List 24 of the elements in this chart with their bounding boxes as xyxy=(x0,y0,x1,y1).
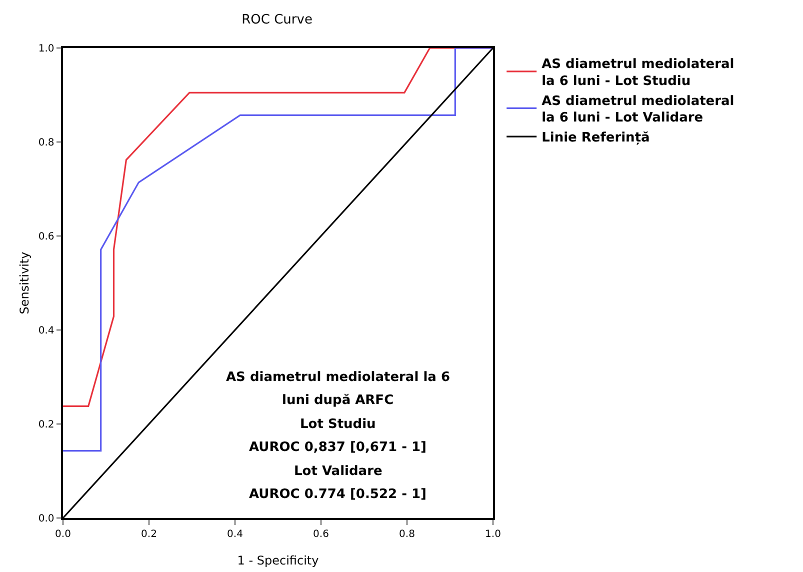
y-tick-label: 0.8 xyxy=(38,138,54,148)
annotation: luni după ARFC xyxy=(282,393,394,408)
x-axis-title: 1 - Specificity xyxy=(237,554,319,568)
annotation: Lot Validare xyxy=(294,464,382,479)
annotation: Lot Studiu xyxy=(300,417,376,432)
x-tick-label: 0.8 xyxy=(399,528,415,540)
annotation: AUROC 0,837 [0,671 - 1] xyxy=(249,440,426,455)
legend-label: AS diametrul mediolateral la 6 luni - Lot Validare xyxy=(542,94,734,126)
y-axis-title: Sensitivity xyxy=(18,252,32,314)
x-tick-label: 0.4 xyxy=(227,528,243,540)
x-tick-label: 0.2 xyxy=(141,528,157,540)
legend-label: AS diametrul mediolateral la 6 luni - Lot Studiu xyxy=(542,57,734,89)
y-tick-label: 0.6 xyxy=(38,232,54,242)
annotation: AUROC 0.774 [0.522 - 1] xyxy=(249,487,426,502)
y-tick-label: 0.4 xyxy=(38,326,54,336)
y-tick-label: 1.0 xyxy=(38,44,54,54)
legend-label: Linie Referință xyxy=(542,130,650,146)
x-tick-label: 0.0 xyxy=(55,528,71,540)
chart-title: ROC Curve xyxy=(242,12,312,28)
y-tick-label: 0.2 xyxy=(38,420,54,430)
annotation: AS diametrul mediolateral la 6 xyxy=(226,370,450,385)
x-tick-label: 1.0 xyxy=(485,528,501,540)
x-tick-label: 0.6 xyxy=(313,528,329,540)
y-tick-label: 0.0 xyxy=(38,514,54,524)
